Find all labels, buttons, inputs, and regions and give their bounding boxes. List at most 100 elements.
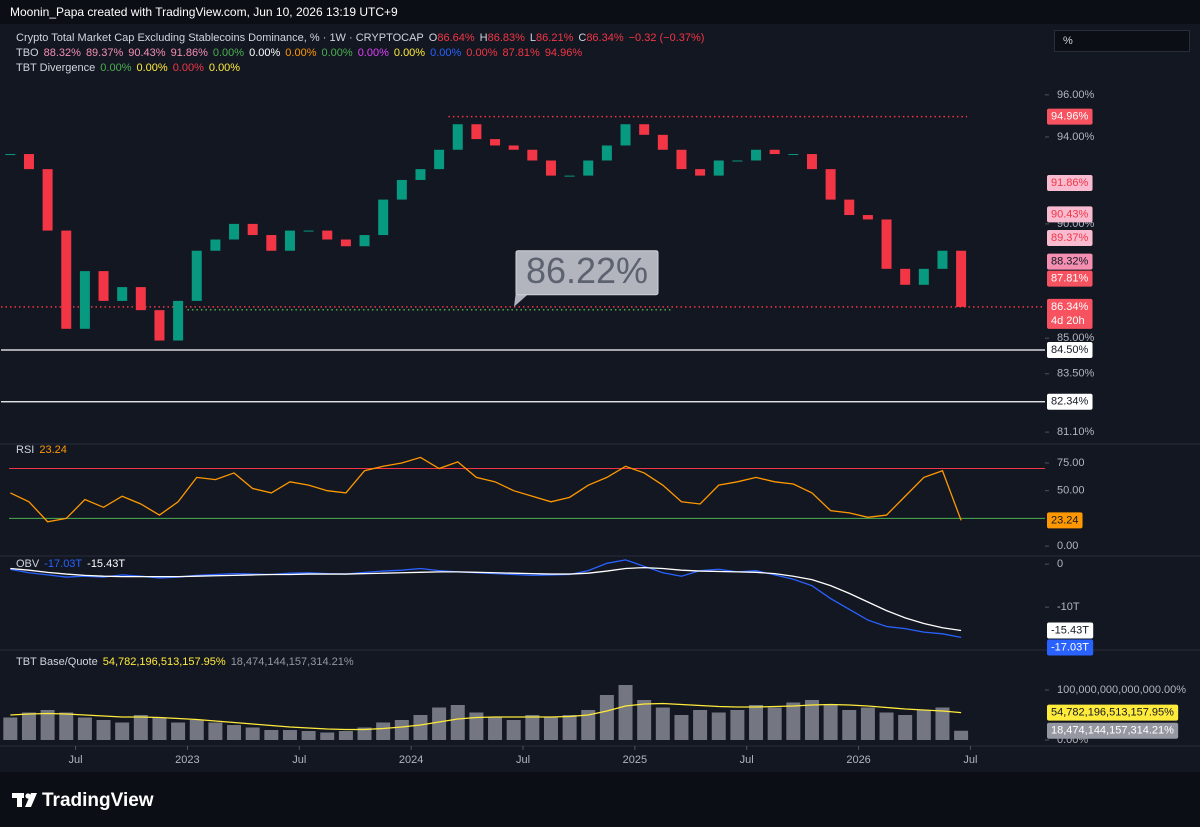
axis-value-label: 90.43% — [1051, 208, 1089, 220]
indicator-value: 90.43% — [128, 47, 166, 59]
volume-bar — [3, 717, 18, 740]
volume-bar — [376, 722, 391, 740]
candle — [956, 250, 967, 307]
volume-bar — [469, 712, 484, 740]
axis-value-box — [1047, 722, 1179, 739]
annotation-box — [515, 250, 659, 296]
candle — [61, 230, 72, 329]
indicator-value: 0.00% — [321, 47, 353, 59]
candle — [471, 124, 482, 140]
candle — [806, 154, 817, 170]
candle — [79, 271, 90, 329]
volume-bar — [954, 730, 969, 740]
indicator-value: 0.00% — [249, 47, 281, 59]
candle — [751, 149, 762, 161]
indicator-value: 0.00% — [100, 62, 132, 74]
x-tick-label: 2026 — [846, 754, 870, 766]
candle — [154, 310, 165, 341]
volume-bar — [450, 705, 465, 740]
volume-bar — [227, 725, 242, 740]
volume-bar — [189, 720, 204, 740]
candle — [359, 235, 370, 247]
indicator-value: 0.00% — [136, 62, 168, 74]
volume-bar — [618, 685, 633, 740]
candle — [98, 271, 109, 301]
legend-row: TBO 88.32% 89.37% 90.43% 91.86% 0.00% 0.00% 0.0… — [16, 46, 587, 60]
volume-bar — [562, 715, 577, 740]
indicator-value: 0.00% — [208, 62, 241, 74]
y-tick-label: 94.00% — [1057, 131, 1095, 143]
candle — [937, 250, 948, 269]
ohlc-key: H — [479, 32, 488, 44]
axis-value-box — [1047, 253, 1093, 270]
volume-bar — [432, 707, 447, 740]
indicator-value: 0.00% — [212, 47, 245, 59]
candle — [769, 149, 780, 155]
candle — [266, 235, 277, 251]
volume-bar — [301, 731, 316, 740]
axis-value-box — [1047, 622, 1094, 639]
x-tick-label: 2024 — [399, 754, 423, 766]
candle — [173, 300, 184, 341]
volume-bar — [77, 717, 92, 740]
candle — [844, 199, 855, 216]
scale-button[interactable]: % — [1054, 30, 1190, 52]
candle — [23, 154, 34, 170]
candle — [918, 268, 929, 285]
axis-value-box — [1047, 206, 1093, 223]
annotation-label: 86.22% — [526, 250, 648, 291]
volume-bar — [40, 710, 55, 740]
legend-row: OBV -17.03T -15.43T — [16, 557, 130, 571]
volume-bar — [767, 707, 782, 740]
pane-legend-value: 54,782,196,513,157.95% — [102, 656, 226, 668]
indicator-value: 0.00% — [357, 47, 389, 59]
candle — [396, 179, 407, 200]
x-tick-label: Jul — [69, 754, 83, 766]
volume-bar — [581, 710, 596, 740]
candle — [695, 169, 706, 176]
candle — [657, 134, 668, 150]
series-line — [10, 566, 962, 632]
volume-bar — [21, 712, 36, 740]
candle — [117, 287, 128, 301]
y-tick-label: -10T — [1057, 601, 1080, 613]
x-tick-label: Jul — [292, 754, 306, 766]
axis-value-label: 54,782,196,513,157.95% — [1051, 707, 1174, 719]
candle — [434, 149, 445, 170]
indicator-name: TBO — [16, 47, 39, 59]
candle — [508, 145, 519, 150]
candle — [900, 268, 911, 285]
axis-value-box — [1047, 393, 1093, 410]
axis-value-label: 89.37% — [1051, 232, 1089, 244]
pane-legend-value: 23.24 — [39, 444, 67, 456]
indicator-value: 0.00% — [285, 47, 317, 59]
pane-title: RSI — [16, 444, 35, 456]
indicator-value: 87.81% — [502, 47, 540, 59]
countdown-label: 4d 20h — [1051, 315, 1085, 327]
candle — [713, 160, 724, 176]
series-line — [10, 559, 962, 639]
candle — [862, 215, 873, 220]
legend-row: RSI 23.24 — [16, 443, 72, 457]
candle — [732, 160, 743, 162]
volume-bar — [786, 702, 801, 740]
volume-bar — [115, 722, 130, 740]
volume-bar — [711, 712, 726, 740]
top-bar — [0, 0, 1200, 24]
axis-value-box — [1047, 639, 1094, 656]
volume-bar — [171, 722, 186, 740]
legend-row: Crypto Total Market Cap Excluding Stable… — [16, 31, 709, 45]
volume-bar — [599, 695, 614, 740]
y-tick-label: 75.00 — [1057, 457, 1085, 469]
indicator-value: 89.37% — [85, 47, 124, 59]
ohlc-key: C — [578, 32, 587, 44]
ohlc-value: 86.21% — [536, 32, 574, 44]
volume-bar — [693, 710, 708, 740]
x-tick-label: Jul — [963, 754, 977, 766]
volume-bar — [823, 705, 838, 740]
volume-bar — [879, 712, 894, 740]
candle — [881, 219, 892, 269]
volume-bar — [488, 717, 503, 740]
volume-bar — [245, 727, 260, 740]
